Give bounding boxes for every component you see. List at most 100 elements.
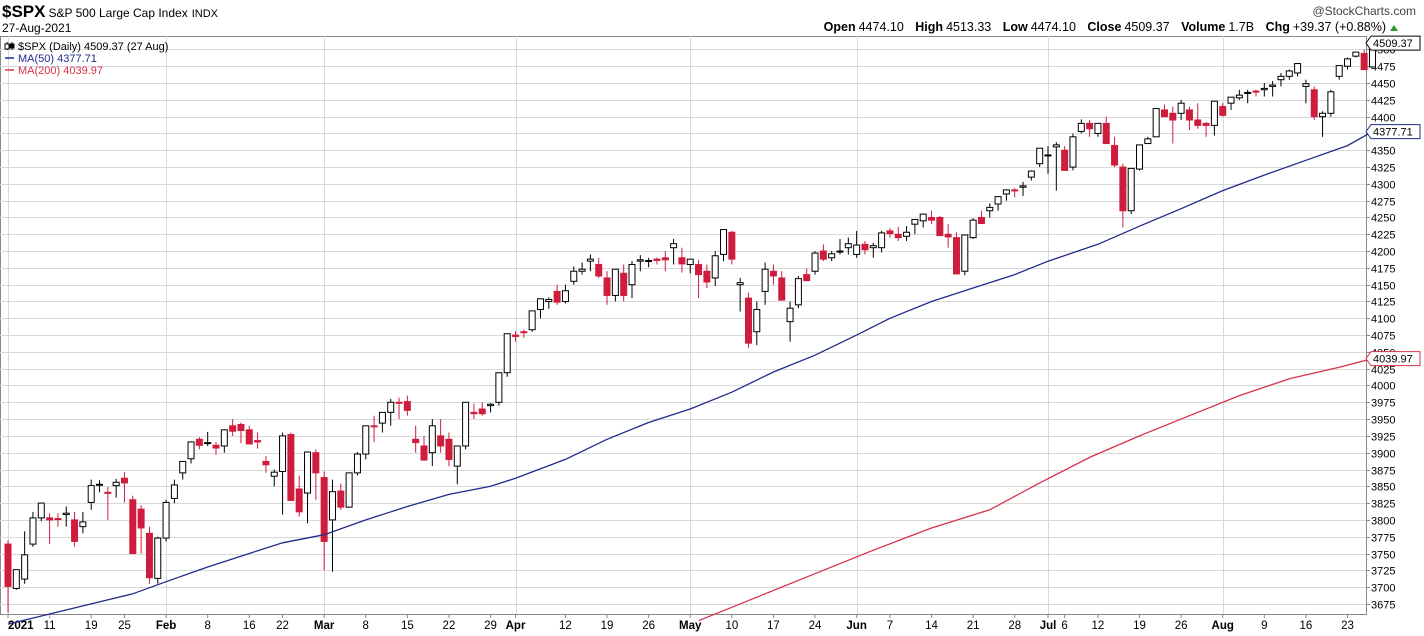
candle	[512, 331, 520, 342]
candle	[12, 569, 20, 590]
x-tick-label: Jul	[1040, 620, 1057, 632]
candle	[295, 475, 303, 517]
candle	[37, 502, 45, 522]
candle	[1086, 120, 1094, 137]
candle	[1160, 104, 1168, 118]
candle-body	[695, 264, 703, 276]
candle-body	[1294, 63, 1302, 74]
chg-label: Chg	[1265, 20, 1290, 34]
candle-body	[595, 264, 603, 277]
candle	[362, 425, 370, 460]
y-axis: 3675 3700 3725 3750 3775 3800 3825 3850 3875 3900…	[0, 45, 1395, 612]
candle	[412, 425, 420, 453]
candle	[279, 432, 287, 515]
x-tick-label: 16	[243, 620, 256, 632]
candle	[1027, 170, 1035, 181]
candle	[769, 264, 777, 285]
x-axis: 2021 11 19 25 Feb 8 16 22 Mar 8 15 22 29 Apr 12 19 26 May…	[7, 614, 1354, 632]
plot-area	[0, 36, 1367, 615]
candle-body	[911, 218, 919, 225]
candle	[487, 402, 495, 413]
x-tick-label: 26	[642, 620, 655, 632]
legend-ma200: MA(200) 4039.97	[18, 65, 103, 77]
candle	[179, 460, 187, 480]
candle	[1144, 136, 1152, 145]
candle-body	[628, 264, 636, 286]
candle-body	[1310, 89, 1318, 118]
ma200-tag: 4039.97	[1365, 351, 1421, 367]
ma50-tag: 4377.71	[1365, 124, 1421, 140]
x-tick-label: May	[679, 620, 702, 632]
candle-body	[37, 502, 45, 519]
candle-body	[187, 441, 195, 460]
candle-body	[437, 435, 445, 447]
candle	[1169, 106, 1177, 144]
candle-body	[611, 268, 619, 296]
y-tick-label: 4350	[1371, 146, 1395, 158]
candle	[1310, 86, 1318, 121]
candle	[1077, 119, 1085, 134]
candle-body	[728, 231, 736, 260]
candle	[728, 230, 736, 265]
candle-body	[170, 484, 178, 499]
candle-body	[54, 518, 62, 521]
candle	[936, 216, 944, 237]
candle	[1061, 146, 1069, 171]
candle-body	[761, 268, 769, 292]
candle	[287, 432, 295, 501]
candle	[603, 271, 611, 305]
candle	[62, 506, 70, 527]
candle	[570, 266, 578, 285]
candle	[1002, 189, 1010, 201]
candle-body	[1227, 96, 1235, 104]
y-tick-label: 4075	[1371, 331, 1395, 343]
candle	[861, 240, 869, 255]
x-tick-label: 2021	[8, 620, 34, 632]
candle	[869, 243, 877, 258]
candle-body	[1177, 102, 1185, 114]
candle	[1152, 108, 1160, 138]
x-tick-label: Jun	[846, 620, 866, 632]
candle-body	[62, 512, 70, 516]
candle-body	[828, 253, 836, 259]
candle-body	[977, 216, 985, 225]
candle	[104, 486, 112, 520]
candle-body	[1011, 189, 1019, 192]
candle-body	[46, 517, 54, 521]
candle-body	[586, 258, 594, 262]
x-tick-label: 24	[809, 620, 822, 632]
candle	[1352, 51, 1360, 58]
candle-body	[1144, 138, 1152, 145]
x-tick-label: 16	[1300, 620, 1313, 632]
candle-body	[736, 282, 744, 286]
candle-body	[87, 485, 95, 503]
candle-body	[603, 277, 611, 296]
candle	[254, 432, 262, 449]
y-tick-label: 4125	[1371, 297, 1395, 309]
candle-body	[944, 233, 952, 238]
candle	[1094, 122, 1102, 137]
candle	[453, 445, 461, 485]
candle-body	[561, 290, 569, 302]
candle-body	[1061, 149, 1069, 171]
candle	[1335, 65, 1343, 80]
candle-body	[961, 234, 969, 272]
candle-body	[1352, 51, 1360, 57]
open-value: 4474.10	[858, 20, 904, 34]
candle	[811, 251, 819, 275]
last-price-tag-text: 4509.37	[1373, 38, 1413, 50]
candle	[545, 297, 553, 309]
y-tick-label: 4000	[1371, 381, 1395, 393]
candle	[903, 226, 911, 241]
candle	[961, 234, 969, 276]
ma200-line	[698, 357, 1373, 622]
candle	[1260, 83, 1268, 97]
x-tick-label: 14	[925, 620, 938, 632]
candle	[145, 526, 153, 584]
candle	[46, 513, 54, 545]
candle-body	[204, 442, 212, 445]
y-tick-label: 4425	[1371, 96, 1395, 108]
candle	[1360, 49, 1368, 71]
candle	[154, 536, 162, 584]
y-tick-label: 4400	[1371, 113, 1395, 125]
